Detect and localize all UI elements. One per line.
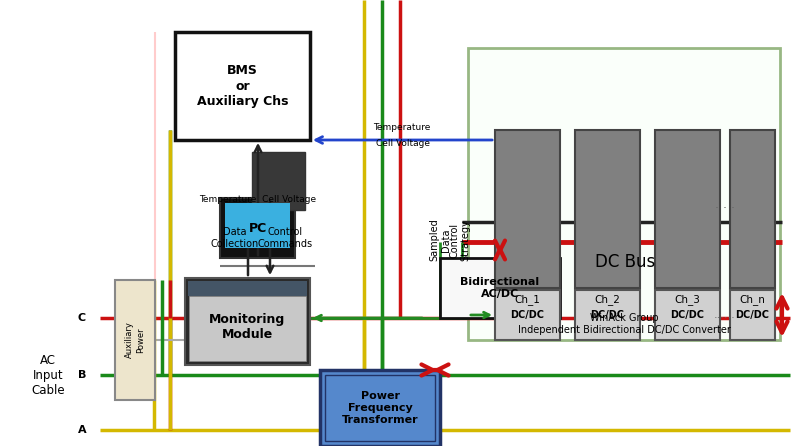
FancyBboxPatch shape — [320, 370, 440, 446]
Text: Temperature  Cell Voltage: Temperature Cell Voltage — [199, 194, 317, 203]
Text: Ch_2: Ch_2 — [594, 294, 620, 306]
FancyBboxPatch shape — [468, 48, 780, 340]
FancyBboxPatch shape — [225, 203, 290, 248]
Text: Control
Commands: Control Commands — [258, 227, 313, 249]
Text: Temperature: Temperature — [373, 124, 430, 132]
Text: Monitoring
Module: Monitoring Module — [210, 313, 286, 340]
Text: DC/DC: DC/DC — [670, 310, 704, 320]
FancyBboxPatch shape — [655, 290, 720, 340]
Text: DC/DC: DC/DC — [590, 310, 624, 320]
FancyBboxPatch shape — [575, 290, 640, 340]
Text: BMS
or
Auxiliary Chs: BMS or Auxiliary Chs — [197, 65, 288, 107]
FancyBboxPatch shape — [730, 290, 775, 340]
Text: DC Bus: DC Bus — [595, 253, 655, 271]
Text: Cell Voltage: Cell Voltage — [376, 140, 430, 149]
Text: Sampled
Data: Sampled Data — [429, 219, 451, 261]
Text: AC
Input
Cable: AC Input Cable — [31, 354, 65, 396]
FancyBboxPatch shape — [189, 296, 306, 361]
Text: Ch_n: Ch_n — [739, 294, 765, 306]
Text: ......: ...... — [714, 310, 736, 320]
FancyBboxPatch shape — [440, 258, 560, 318]
Text: DC/DC: DC/DC — [510, 310, 544, 320]
Text: PC: PC — [248, 222, 266, 235]
FancyBboxPatch shape — [185, 278, 310, 365]
FancyBboxPatch shape — [730, 130, 775, 288]
Text: Ch_1: Ch_1 — [514, 294, 540, 306]
Text: DC/DC: DC/DC — [735, 310, 769, 320]
Text: Auxiliary
Power: Auxiliary Power — [126, 322, 145, 359]
FancyBboxPatch shape — [220, 198, 295, 258]
FancyBboxPatch shape — [188, 281, 307, 296]
FancyBboxPatch shape — [655, 130, 720, 288]
Text: A: A — [78, 425, 86, 435]
Text: Data
Collection: Data Collection — [211, 227, 259, 249]
Text: C: C — [78, 313, 86, 323]
Text: . . .: . . . — [715, 198, 735, 211]
Text: Power
Frequency
Transformer: Power Frequency Transformer — [342, 392, 418, 425]
FancyBboxPatch shape — [575, 130, 640, 288]
Text: Control
Strategy: Control Strategy — [450, 219, 470, 261]
FancyBboxPatch shape — [495, 290, 560, 340]
FancyBboxPatch shape — [175, 32, 310, 140]
Text: Ch_3: Ch_3 — [674, 294, 700, 306]
Text: B: B — [78, 370, 86, 380]
FancyBboxPatch shape — [252, 152, 305, 210]
Text: Bidirectional
AC/DC: Bidirectional AC/DC — [461, 277, 539, 299]
Text: WinAck Group
Independent Bidirectional DC/DC Converter: WinAck Group Independent Bidirectional D… — [518, 313, 730, 335]
FancyBboxPatch shape — [495, 130, 560, 288]
FancyBboxPatch shape — [115, 280, 155, 400]
